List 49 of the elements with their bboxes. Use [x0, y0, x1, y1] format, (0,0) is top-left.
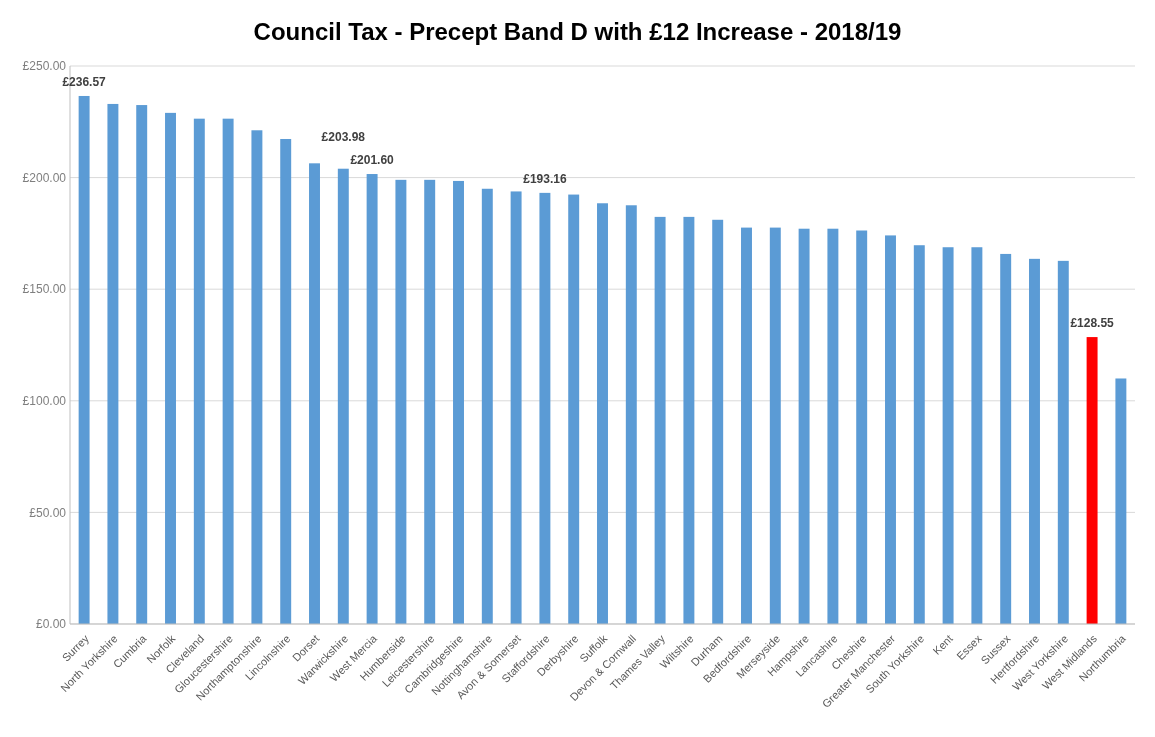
bar	[913, 245, 925, 624]
bar	[683, 216, 695, 624]
bar	[942, 247, 954, 624]
bar	[136, 105, 148, 624]
bar	[769, 227, 781, 624]
data-label: £201.60	[350, 153, 395, 168]
bar	[193, 118, 205, 624]
bar	[165, 112, 176, 624]
bar	[481, 188, 493, 624]
bar	[251, 130, 263, 624]
bar	[539, 192, 551, 624]
bar	[1086, 337, 1098, 624]
bar	[1115, 378, 1127, 624]
y-tick-label: £50.00	[29, 505, 67, 520]
bar	[78, 95, 90, 624]
y-tick-label: £200.00	[22, 170, 67, 185]
bar	[827, 228, 839, 624]
bar	[597, 203, 608, 624]
bar	[1000, 253, 1012, 624]
bar	[1057, 260, 1069, 624]
chart-title: Council Tax - Precept Band D with £12 Increase - 2018/19	[253, 18, 902, 45]
bar	[741, 227, 752, 624]
bar	[280, 138, 292, 624]
data-label: £236.57	[62, 74, 107, 89]
bar	[107, 103, 119, 624]
bar	[568, 194, 580, 624]
bar	[337, 168, 349, 624]
bar	[395, 179, 407, 624]
data-label: £128.55	[1070, 316, 1115, 331]
bar	[654, 216, 666, 624]
y-tick-label: £0.00	[35, 617, 67, 632]
bar	[625, 205, 637, 624]
y-tick-label: £100.00	[22, 394, 67, 408]
bar	[309, 163, 320, 624]
bar	[856, 230, 868, 624]
bar	[424, 179, 436, 624]
bar	[222, 118, 234, 624]
y-tick-label: £150.00	[22, 282, 67, 297]
data-label: £193.16	[523, 171, 567, 186]
bar	[712, 219, 724, 624]
bar	[453, 180, 464, 624]
bar	[1029, 258, 1040, 624]
data-label: £203.98	[321, 129, 366, 144]
bar	[798, 228, 810, 624]
bar	[971, 247, 983, 624]
bar	[510, 191, 522, 624]
y-tick-label: £250.00	[22, 59, 67, 74]
bar	[366, 174, 378, 624]
bar	[885, 235, 896, 624]
